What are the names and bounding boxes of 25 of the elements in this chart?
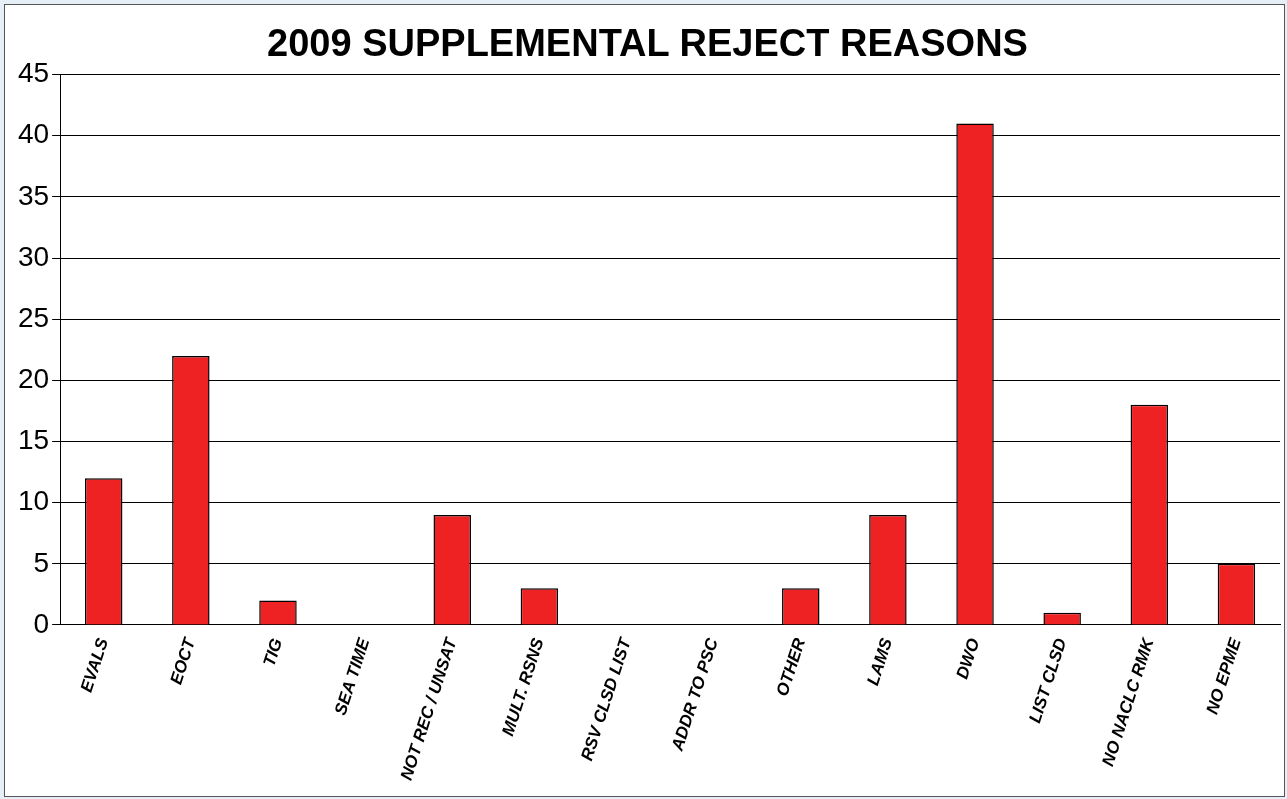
y-tick-label: 5 bbox=[33, 546, 50, 578]
x-tick-label: TIG bbox=[259, 635, 287, 669]
x-tick-label: EVALS bbox=[76, 635, 113, 695]
x-tick-label: OTHER bbox=[772, 635, 810, 699]
y-tick-label: 35 bbox=[17, 179, 50, 211]
y-tick-label: 25 bbox=[17, 301, 50, 333]
x-tick-label: LIST CLSD bbox=[1025, 635, 1071, 726]
y-tick-label: 45 bbox=[17, 57, 50, 89]
chart-title: 2009 SUPPLEMENTAL REJECT REASONS bbox=[267, 22, 1028, 65]
x-tick-label: ADDR TO PSC bbox=[667, 635, 723, 754]
x-tick-label: NO EPME bbox=[1202, 635, 1245, 717]
x-tick-label: LAMS bbox=[863, 635, 897, 688]
y-tick-label: 0 bbox=[33, 607, 50, 639]
y-tick-label: 30 bbox=[17, 240, 50, 272]
y-tick-label: 20 bbox=[17, 363, 50, 395]
x-tick-label: NO NACLC RMK bbox=[1098, 634, 1159, 769]
y-tick-label: 15 bbox=[17, 424, 50, 456]
y-tick-label: 10 bbox=[17, 485, 50, 517]
x-tick-label: RSV CLSD LIST bbox=[577, 634, 636, 764]
x-tick-label: EOCT bbox=[166, 634, 200, 687]
x-tick-label: DWO bbox=[952, 635, 984, 682]
x-tick-label: SEA TIME bbox=[330, 635, 374, 718]
x-tick-label: MULT. RSNS bbox=[498, 635, 548, 739]
y-tick-label: 40 bbox=[17, 118, 50, 150]
x-tick-label: NOT REC / UNSAT bbox=[396, 634, 461, 783]
